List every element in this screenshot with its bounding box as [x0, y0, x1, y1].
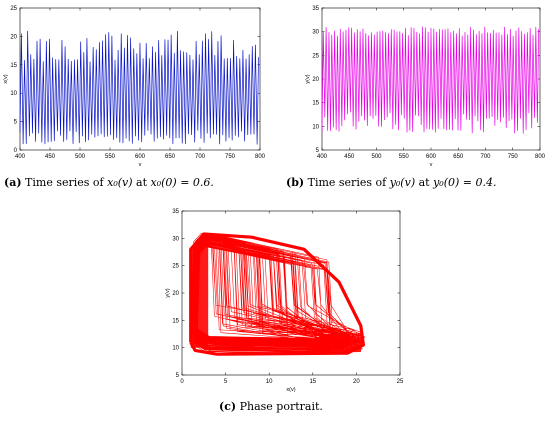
- chart-b-ytick-label: 20: [312, 77, 319, 83]
- chart-c-ytick-label: 30: [172, 236, 179, 242]
- caption-c-text: Phase portrait.: [239, 400, 323, 413]
- chart-c-xtick-label: 25: [397, 379, 404, 385]
- chart-b-xtick-label: 400: [317, 154, 328, 160]
- chart-b-xtick-label: 550: [399, 154, 410, 160]
- chart-b-ytick-label: 10: [312, 124, 319, 130]
- chart-a-xtick-label: 450: [45, 154, 56, 160]
- chart-c-dense-band: [190, 235, 209, 348]
- chart-c-ytick-label: 10: [172, 346, 179, 352]
- panel-a: 400 450 500 550 600 650 700 750 800 0 5 10 15 20 25 v x(…: [0, 0, 268, 170]
- chart-c-xtick-label: 15: [309, 379, 316, 385]
- chart-c-dense-blob: [304, 334, 364, 354]
- chart-a-series-line: [19, 30, 259, 145]
- chart-b-xtick-label: 800: [535, 154, 546, 160]
- chart-c-xtick-label: 0: [180, 379, 184, 385]
- chart-c-xtick-label: 20: [353, 379, 360, 385]
- chart-c-series-line: [190, 232, 366, 355]
- chart-b-svg: 400 450 500 550 600 650 700 750 800 5 10 15 20 25 30 35…: [305, 6, 546, 168]
- chart-b-xtick-label: 450: [344, 154, 355, 160]
- chart-a-xtick-label: 650: [165, 154, 176, 160]
- chart-a-xtick-label: 550: [105, 154, 116, 160]
- caption-b-mid: at: [418, 176, 430, 189]
- chart-c-xtick-label: 10: [266, 379, 273, 385]
- panel-c: 0 5 10 15 20 25 5 10 15 20 25 30 35 x(v) y(v): [150, 205, 420, 397]
- chart-b-xtick-label: 700: [480, 154, 491, 160]
- chart-b-xtick-label: 650: [453, 154, 464, 160]
- chart-b-ytick-label: 5: [316, 148, 320, 154]
- caption-b-text: Time series of: [307, 176, 387, 189]
- chart-b-ytick-label: 15: [312, 101, 319, 107]
- chart-a-ytick-label: 25: [10, 6, 17, 12]
- caption-a-tag: (a): [4, 176, 22, 189]
- chart-a-xtick-label: 400: [15, 154, 26, 160]
- chart-a-ytick-label: 20: [10, 34, 17, 40]
- chart-a-ytick-label: 10: [10, 91, 17, 97]
- chart-c-xtick-label: 5: [224, 379, 228, 385]
- chart-c-ytick-label: 15: [172, 318, 179, 324]
- chart-c-ytick-label: 25: [172, 264, 179, 270]
- chart-b-xtick-label: 750: [508, 154, 519, 160]
- caption-b-tag: (b): [286, 176, 305, 189]
- caption-b: (b) Time series of y₀(v) at y₀(0) = 0.4.: [286, 176, 497, 189]
- chart-b-ytick-label: 25: [312, 53, 319, 59]
- chart-a-x-axis-label: v: [139, 162, 142, 168]
- chart-b-xtick-label: 600: [426, 154, 437, 160]
- panel-b: 400 450 500 550 600 650 700 750 800 5 10 15 20 25 30 35…: [282, 0, 550, 170]
- chart-a-ytick-label: 15: [10, 63, 17, 69]
- chart-b-x-axis-label: v: [430, 162, 433, 168]
- chart-b-ytick-label: 30: [312, 30, 319, 36]
- caption-b-expr: y₀(v): [389, 176, 416, 189]
- chart-c-y-axis-label: y(v): [165, 288, 171, 297]
- chart-a-ytick-label: 5: [14, 120, 18, 126]
- caption-c-tag: (c): [219, 400, 237, 413]
- caption-a-expr: x₀(v): [107, 176, 133, 189]
- chart-a-xtick-label: 800: [255, 154, 266, 160]
- chart-b-series-line: [321, 26, 540, 134]
- chart-c-x-axis-label: x(v): [286, 387, 295, 393]
- caption-a: (a) Time series of x₀(v) at x₀(0) = 0.6.: [4, 176, 214, 189]
- caption-c: (c) Phase portrait.: [219, 400, 323, 413]
- chart-b-ytick-label: 35: [312, 6, 319, 12]
- caption-a-cond: x₀(0) = 0.6.: [150, 176, 214, 189]
- chart-c-ytick-label: 5: [176, 373, 180, 379]
- caption-a-mid: at: [136, 176, 148, 189]
- caption-a-text: Time series of: [25, 176, 104, 189]
- chart-a-y-axis-label: x(v): [3, 74, 9, 83]
- chart-c-ytick-label: 20: [172, 291, 179, 297]
- chart-c-ytick-label: 35: [172, 209, 179, 215]
- chart-a-xtick-label: 500: [75, 154, 86, 160]
- chart-b-y-axis-label: y(v): [305, 74, 311, 83]
- caption-b-cond: y₀(0) = 0.4.: [433, 176, 497, 189]
- chart-a-xtick-label: 600: [135, 154, 146, 160]
- chart-b-xtick-label: 500: [371, 154, 382, 160]
- chart-a-svg: 400 450 500 550 600 650 700 750 800 0 5 10 15 20 25 v x(…: [3, 6, 266, 168]
- chart-a-xtick-label: 700: [195, 154, 206, 160]
- chart-a-ytick-label: 0: [14, 148, 18, 154]
- chart-a-xtick-label: 750: [225, 154, 236, 160]
